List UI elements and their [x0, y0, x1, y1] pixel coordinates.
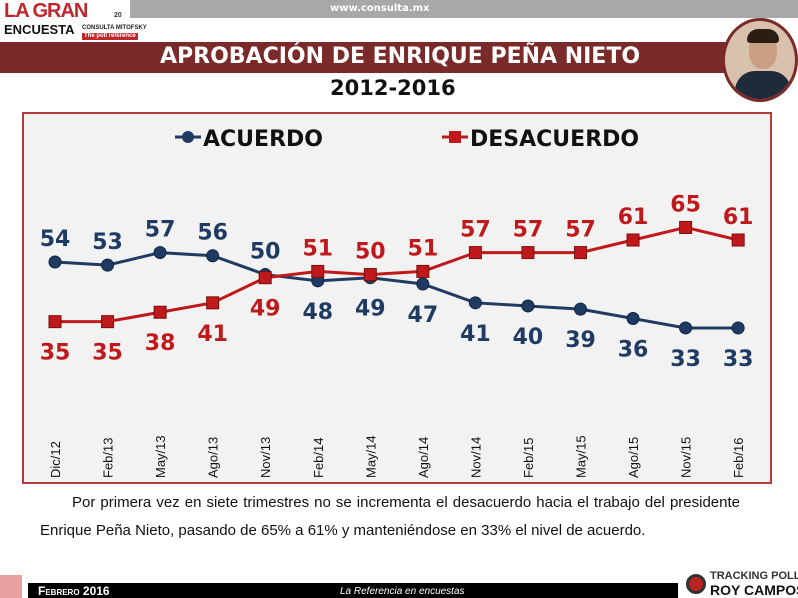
- website-url: www.consulta.mx: [330, 3, 430, 14]
- data-point: [626, 233, 640, 247]
- data-label: 57: [565, 218, 596, 243]
- data-point: [574, 246, 587, 260]
- checkmark-icon: [686, 574, 706, 594]
- data-point: [468, 246, 482, 260]
- data-label: 48: [302, 300, 333, 325]
- footer-bar: [28, 583, 678, 598]
- logo-anniversary: 20: [114, 12, 122, 19]
- data-label: 53: [92, 230, 123, 255]
- page-subtitle: 2012-2016: [330, 76, 456, 100]
- data-label: 61: [723, 205, 754, 230]
- data-point: [731, 233, 745, 247]
- data-label: 41: [197, 322, 228, 347]
- legend-marker: [182, 131, 194, 143]
- data-point: [48, 315, 62, 329]
- president-photo: [722, 18, 798, 102]
- data-label: 49: [250, 297, 281, 322]
- data-label: 57: [145, 218, 176, 243]
- data-point: [153, 305, 167, 319]
- data-label: 35: [92, 341, 123, 366]
- data-label: 51: [408, 236, 439, 261]
- data-label: 50: [355, 240, 386, 265]
- data-label: 51: [302, 236, 333, 261]
- data-label: 57: [513, 218, 544, 243]
- data-point: [101, 315, 115, 329]
- data-label: 56: [197, 221, 228, 246]
- data-point: [521, 299, 535, 313]
- data-point: [521, 246, 535, 260]
- x-tick-label: Feb/14: [311, 438, 326, 478]
- x-tick-label: Dic/12: [48, 441, 63, 478]
- title-band: [0, 42, 730, 73]
- data-label: 35: [40, 341, 71, 366]
- data-label: 39: [565, 328, 596, 353]
- data-label: 38: [145, 331, 176, 356]
- data-point: [626, 312, 640, 326]
- data-label: 49: [355, 297, 386, 322]
- data-point: [416, 277, 430, 291]
- data-label: 40: [513, 325, 544, 350]
- data-label: 57: [460, 218, 491, 243]
- data-label: 36: [618, 338, 649, 363]
- data-point: [731, 321, 745, 335]
- data-point: [206, 296, 220, 310]
- logo-line4: The poll reference: [82, 33, 138, 40]
- summary-paragraph: Por primera vez en siete trimestres no s…: [40, 494, 740, 539]
- page-title: APROBACIÓN DE ENRIQUE PEÑA NIETO: [160, 44, 641, 69]
- data-label: 61: [618, 205, 649, 230]
- chart-area: [22, 112, 772, 484]
- x-tick-label: Ago/15: [626, 437, 641, 478]
- x-tick-label: Nov/13: [258, 437, 273, 478]
- data-point: [416, 264, 430, 278]
- series-line-acuerdo: [54, 251, 739, 330]
- data-point: [48, 255, 62, 269]
- data-label: 50: [250, 240, 281, 265]
- x-tick-label: May/15: [574, 435, 589, 478]
- x-tick-label: Nov/15: [679, 437, 694, 478]
- logo-line3: CONSULTA MITOFSKY: [82, 25, 147, 31]
- data-point: [101, 258, 115, 272]
- decor-square: [0, 575, 22, 598]
- la-gran-encuesta-logo: LA GRAN ENCUESTA CONSULTA MITOFSKY The p…: [2, 0, 147, 42]
- data-point: [679, 220, 693, 234]
- data-label: 33: [723, 347, 754, 372]
- legend-marker: [449, 131, 461, 143]
- data-label: 41: [460, 322, 491, 347]
- x-tick-label: Nov/14: [468, 437, 483, 478]
- legend-label: DESACUERDO: [470, 127, 639, 152]
- x-tick-label: Feb/13: [101, 438, 116, 478]
- footer-date: Febrero 2016: [38, 584, 110, 598]
- x-tick-label: Feb/15: [521, 438, 536, 478]
- x-tick-label: May/14: [363, 435, 378, 478]
- footer-tagline: La Referencia en encuestas: [340, 586, 465, 597]
- x-tick-label: Ago/13: [206, 437, 221, 478]
- series-line-desacuerdo: [55, 225, 739, 324]
- top-bar: [130, 0, 798, 18]
- data-point: [468, 296, 482, 310]
- x-tick-label: Ago/14: [416, 437, 431, 478]
- x-tick-label: May/13: [153, 435, 168, 478]
- data-point: [153, 246, 167, 260]
- brand-line2: ROY CAMPOS: [710, 582, 798, 598]
- legend-label: ACUERDO: [203, 127, 323, 152]
- data-point: [258, 271, 272, 285]
- brand-line1: TRACKING POLL: [710, 570, 798, 582]
- data-label: 54: [40, 227, 71, 252]
- data-point: [679, 321, 693, 335]
- data-point: [311, 264, 325, 278]
- data-label: 65: [670, 192, 701, 217]
- data-point: [206, 249, 220, 263]
- logo-line1: LA GRAN: [4, 0, 88, 22]
- data-label: 47: [408, 303, 439, 328]
- data-point: [363, 268, 377, 282]
- data-point: [574, 302, 587, 316]
- data-label: 33: [670, 347, 701, 372]
- tracking-poll-logo: TRACKING POLL ROY CAMPOS: [710, 570, 798, 598]
- logo-line2: ENCUESTA: [4, 22, 75, 37]
- x-tick-label: Feb/16: [731, 438, 746, 478]
